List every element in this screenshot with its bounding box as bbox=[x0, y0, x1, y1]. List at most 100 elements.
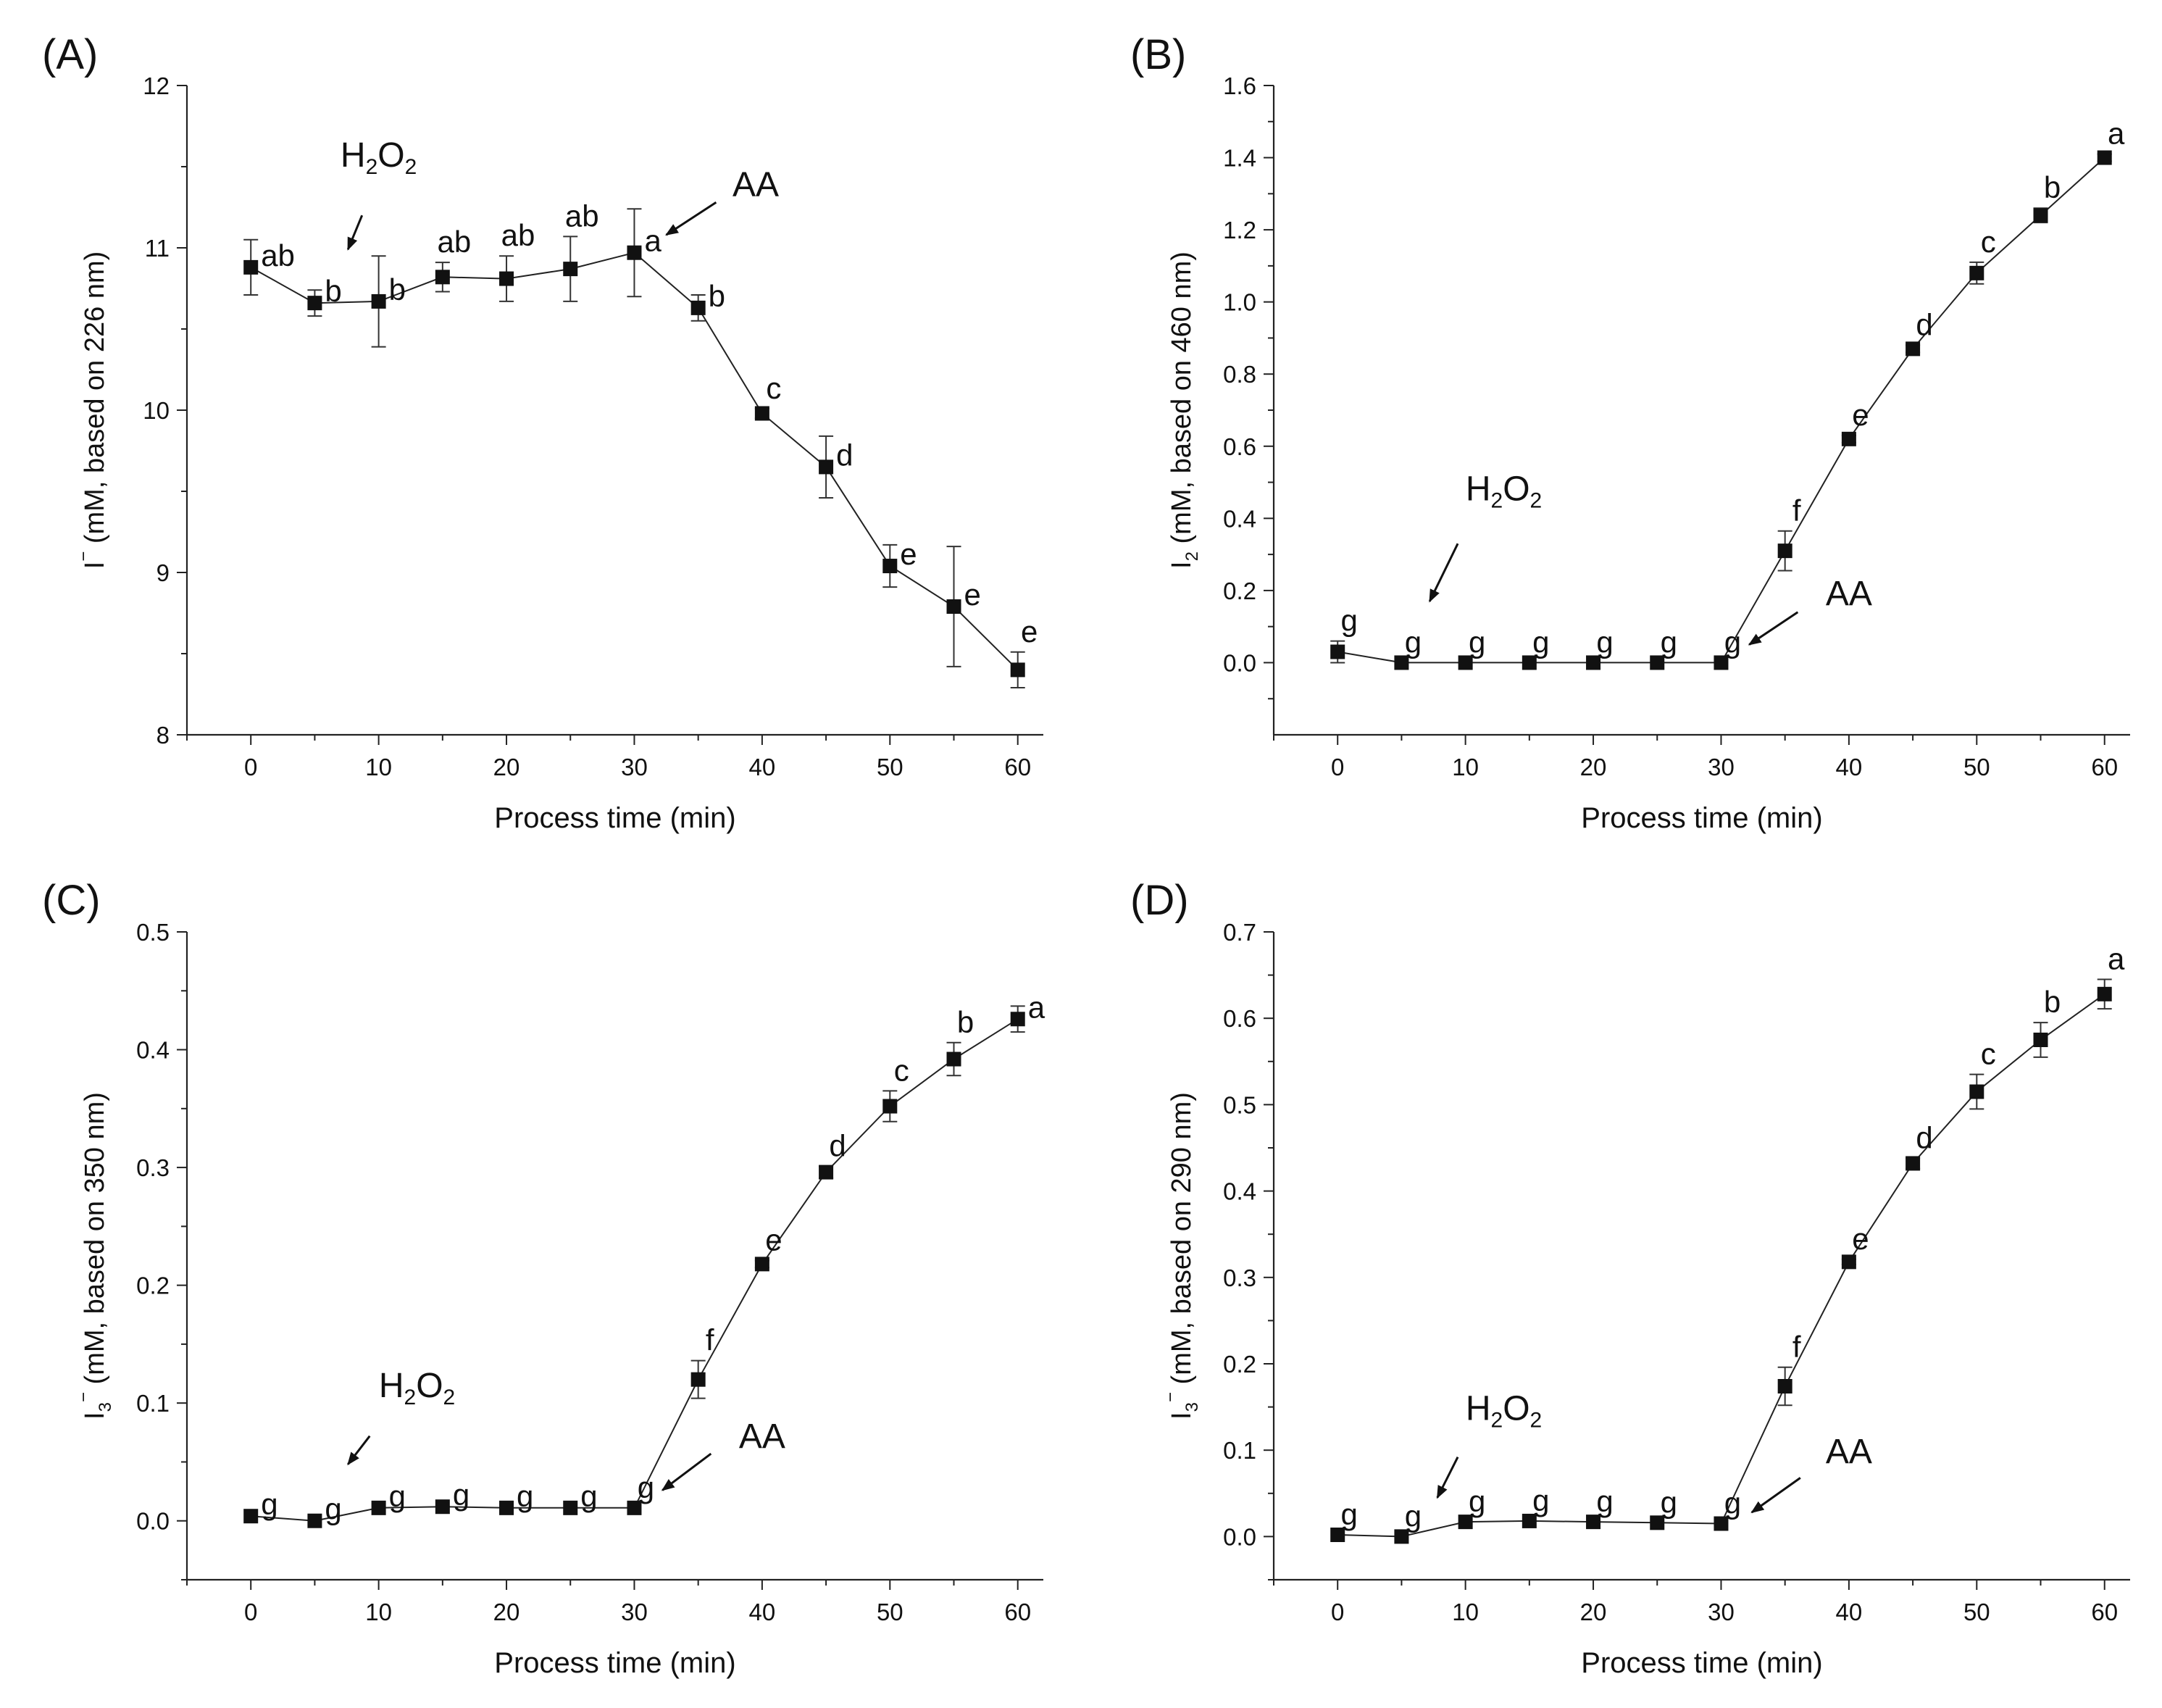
y-tick-label: 1.4 bbox=[1223, 145, 1256, 172]
x-axis-label: Process time (min) bbox=[494, 802, 735, 834]
x-axis-label: Process time (min) bbox=[1581, 1647, 1822, 1679]
significance-label: e bbox=[900, 537, 917, 571]
significance-label: a bbox=[2108, 942, 2125, 976]
y-tick-label: 0.4 bbox=[136, 1037, 170, 1064]
data-point bbox=[371, 293, 386, 309]
data-point bbox=[1650, 1515, 1665, 1530]
x-tick-label: 50 bbox=[877, 754, 903, 780]
significance-label: a bbox=[644, 224, 661, 258]
data-point bbox=[1330, 1528, 1345, 1543]
significance-label: b bbox=[2044, 985, 2061, 1019]
x-tick-label: 20 bbox=[493, 754, 520, 780]
annotation-arrow bbox=[347, 1435, 371, 1466]
chart-panel-c: 0 10 20 30 40 50 60 0.0 0.1 0.2 0.3 0.4 0.5 Process t… bbox=[74, 919, 1045, 1679]
significance-label: g bbox=[325, 1492, 341, 1526]
significance-label: a bbox=[2108, 117, 2125, 151]
panel-label-b: (B) bbox=[1130, 31, 1186, 78]
chart-panel-a: 0 10 20 30 40 50 60 8 9 10 11 12 Process time (min) I… bbox=[74, 72, 1043, 834]
data-point bbox=[690, 1372, 706, 1387]
y-tick-label: 9 bbox=[156, 559, 170, 586]
chart-panel-b: 0 10 20 30 40 50 60 0.0 0.2 0.4 0.6 0.8 1.0 1.2 1.4 1.6… bbox=[1166, 72, 2130, 834]
annotation-aa: AA bbox=[733, 165, 779, 204]
annotation-h2o2: H2O2 bbox=[1466, 1389, 1542, 1432]
y-tick-label: 12 bbox=[143, 72, 170, 99]
data-point bbox=[371, 1500, 386, 1515]
data-point bbox=[499, 271, 514, 286]
significance-label: e bbox=[765, 1223, 782, 1257]
annotation-aa: AA bbox=[739, 1417, 785, 1456]
data-point bbox=[243, 259, 259, 275]
x-tick-label: 0 bbox=[244, 754, 257, 780]
y-tick-label: 0.4 bbox=[1223, 505, 1256, 532]
y-axis-label: I− (mM, based on 226 nm) bbox=[74, 251, 110, 570]
significance-label: c bbox=[1981, 225, 1996, 259]
y-tick-label: 0.0 bbox=[1223, 1523, 1256, 1550]
data-point bbox=[1841, 1254, 1856, 1270]
y-tick-label: 0.8 bbox=[1223, 361, 1256, 388]
annotation-h2o2: H2O2 bbox=[341, 136, 417, 179]
significance-label: e bbox=[964, 578, 981, 612]
annotation-arrow bbox=[1750, 1477, 1801, 1514]
significance-label: ab bbox=[437, 225, 471, 259]
significance-label: f bbox=[706, 1323, 714, 1357]
x-tick-label: 20 bbox=[1580, 1599, 1607, 1625]
data-point bbox=[882, 559, 898, 574]
data-point bbox=[243, 1509, 259, 1524]
data-point bbox=[754, 406, 769, 421]
x-axis-label: Process time (min) bbox=[1581, 802, 1822, 834]
significance-label: d bbox=[836, 438, 853, 472]
data-point bbox=[1010, 1012, 1025, 1027]
data-point bbox=[1650, 655, 1665, 670]
y-tick-label: 0.5 bbox=[1223, 1091, 1256, 1118]
x-tick-label: 0 bbox=[1331, 1599, 1344, 1625]
data-point bbox=[1906, 1156, 1921, 1171]
y-tick-label: 0.0 bbox=[136, 1508, 170, 1535]
y-tick-label: 8 bbox=[156, 722, 170, 749]
annotation-arrow bbox=[346, 214, 364, 251]
data-point bbox=[435, 270, 450, 285]
data-point bbox=[627, 245, 642, 260]
x-tick-label: 10 bbox=[365, 1599, 392, 1625]
data-point bbox=[1777, 1378, 1792, 1394]
x-tick-label: 30 bbox=[1708, 754, 1735, 780]
data-point bbox=[1330, 644, 1345, 659]
x-tick-label: 0 bbox=[1331, 754, 1344, 780]
data-point bbox=[1458, 655, 1473, 670]
significance-label: e bbox=[1852, 1222, 1869, 1256]
x-tick-label: 60 bbox=[2091, 754, 2118, 780]
data-point bbox=[1969, 265, 1984, 280]
data-point bbox=[1586, 1515, 1601, 1530]
data-point bbox=[1522, 1513, 1537, 1528]
y-tick-label: 0.7 bbox=[1223, 919, 1256, 946]
significance-label: c bbox=[766, 371, 781, 405]
annotation-arrow bbox=[1436, 1457, 1459, 1499]
data-point bbox=[307, 296, 322, 311]
data-point bbox=[1777, 543, 1792, 559]
y-tick-label: 1.2 bbox=[1223, 217, 1256, 243]
x-tick-label: 30 bbox=[621, 1599, 648, 1625]
significance-label: g bbox=[1469, 1484, 1485, 1518]
y-tick-label: 0.6 bbox=[1223, 433, 1256, 460]
x-tick-label: 10 bbox=[1452, 1599, 1479, 1625]
significance-label: g bbox=[1469, 625, 1485, 659]
significance-label: d bbox=[1916, 1120, 1932, 1154]
x-tick-label: 60 bbox=[2091, 1599, 2118, 1625]
significance-label: g bbox=[1661, 1485, 1677, 1519]
panel-label-c: (C) bbox=[42, 877, 101, 924]
significance-label: d bbox=[1916, 307, 1932, 341]
significance-label: g bbox=[1596, 1484, 1613, 1518]
y-axis-label: I3− (mM, based on 290 nm) bbox=[1161, 1092, 1202, 1420]
data-point bbox=[1841, 431, 1856, 446]
significance-label: g bbox=[1596, 625, 1613, 659]
y-tick-label: 0.1 bbox=[136, 1390, 170, 1417]
annotation-aa: AA bbox=[1826, 1433, 1872, 1471]
significance-label: f bbox=[1792, 493, 1801, 528]
x-tick-label: 40 bbox=[749, 1599, 776, 1625]
significance-label: g bbox=[1661, 625, 1677, 659]
y-tick-label: 0.6 bbox=[1223, 1005, 1256, 1032]
annotation-arrow bbox=[661, 1452, 712, 1491]
x-tick-label: 60 bbox=[1004, 754, 1031, 780]
significance-label: b bbox=[389, 272, 406, 307]
data-point bbox=[1394, 1529, 1409, 1544]
